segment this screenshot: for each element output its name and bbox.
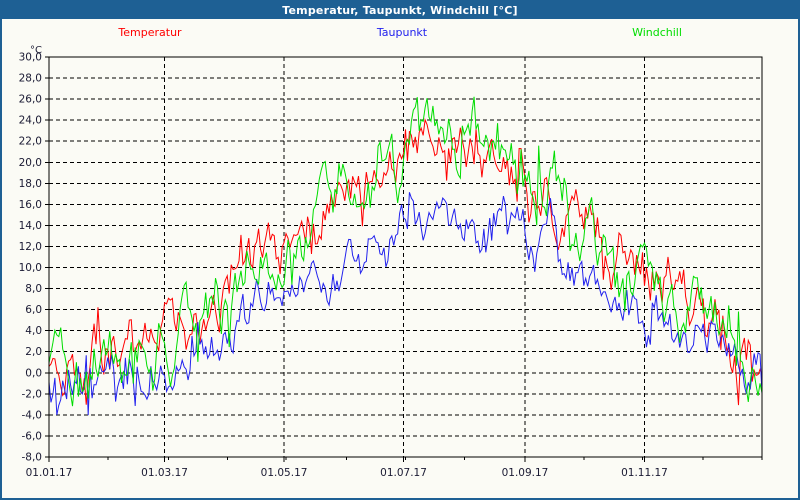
y-axis-tick-label: 18,0 [19,178,42,190]
axis-lines [45,56,763,462]
y-axis-tick-label: 16,0 [19,199,42,211]
y-axis-tick-label: -8,0 [22,452,43,464]
y-axis-tick-label: 20,0 [19,157,42,169]
chart-legend: Temperatur Taupunkt Windchill [2,25,798,41]
series-line-temperatur [48,117,763,406]
y-axis-tick-label: -6,0 [22,430,43,442]
y-axis-labels: 30,0 28,0 26,0 24,0 22,0 20,0 18,0 16,0 14,0 12,0… [19,52,42,464]
y-axis-tick-label: 2,0 [25,346,42,358]
y-axis-tick-label: 12,0 [19,241,42,253]
x-axis-tick-label: 01.01.17 [26,467,73,479]
y-axis-unit-label: °C [30,45,42,56]
y-axis-tick-label: 30,0 [19,52,42,64]
x-axis-tick-label: 01.09.17 [502,467,549,479]
y-axis-tick-label: 28,0 [19,73,42,85]
y-axis-tick-label: 26,0 [19,94,42,106]
plot-area: 30,0 28,0 26,0 24,0 22,0 20,0 18,0 16,0 14,0 12,0… [2,41,798,498]
grid-lines [49,56,762,458]
series-line-windchill [48,96,763,407]
y-axis-tick-label: 10,0 [19,262,42,274]
series-line-taupunkt [48,192,763,416]
x-axis-tick-label: 01.05.17 [261,467,308,479]
x-axis-tick-label: 01.11.17 [621,467,668,479]
y-axis-tick-label: 4,0 [25,325,42,337]
window-title-bar: Temperatur, Taupunkt, Windchill [°C] [2,2,798,19]
y-axis-tick-label: 8,0 [25,283,42,295]
y-axis-tick-label: 6,0 [25,304,42,316]
legend-item-temperatur[interactable]: Temperatur [118,26,182,39]
y-axis-tick-label: 22,0 [19,136,42,148]
axis-unit-label: °C [30,45,42,56]
legend-item-windchill[interactable]: Windchill [632,26,682,39]
x-axis-tick-label: 01.03.17 [141,467,188,479]
y-axis-tick-label: -4,0 [22,409,43,421]
y-axis-tick-label: 24,0 [19,115,42,127]
y-axis-tick-label: 0,0 [25,367,42,379]
legend-item-taupunkt[interactable]: Taupunkt [376,26,428,39]
y-axis-tick-label: -2,0 [22,388,43,400]
x-axis-tick-label: 01.07.17 [380,467,427,479]
x-axis-labels: 01.01.17 01.03.17 01.05.17 01.07.17 01.09.17… [26,467,668,479]
chart-canvas: 30,0 28,0 26,0 24,0 22,0 20,0 18,0 16,0 14,0 12,0… [19,45,763,479]
data-series-group [48,96,763,416]
plot-frame [48,56,763,458]
y-axis-tick-label: 14,0 [19,220,42,232]
